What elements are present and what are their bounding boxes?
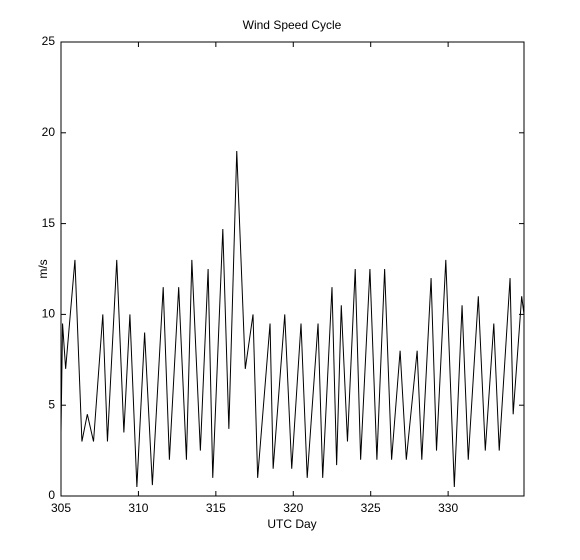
x-tick-label: 320	[283, 501, 303, 515]
y-tick-label: 10	[42, 307, 56, 321]
x-tick-label: 310	[128, 501, 148, 515]
x-tick-label: 325	[361, 501, 381, 515]
y-tick-label: 20	[42, 125, 56, 139]
y-tick-label: 0	[48, 488, 55, 502]
x-tick-label: 315	[206, 501, 226, 515]
x-axis-label: UTC Day	[267, 517, 316, 531]
y-tick-label: 25	[42, 34, 56, 48]
x-tick-label: 330	[438, 501, 458, 515]
line-series	[60, 150, 525, 487]
y-axis-label: m/s	[36, 259, 50, 278]
plot-area	[60, 41, 525, 497]
x-tick-label: 305	[51, 501, 71, 515]
y-tick-label: 5	[48, 397, 55, 411]
chart-title: Wind Speed Cycle	[243, 18, 342, 32]
y-tick-label: 15	[42, 216, 56, 230]
